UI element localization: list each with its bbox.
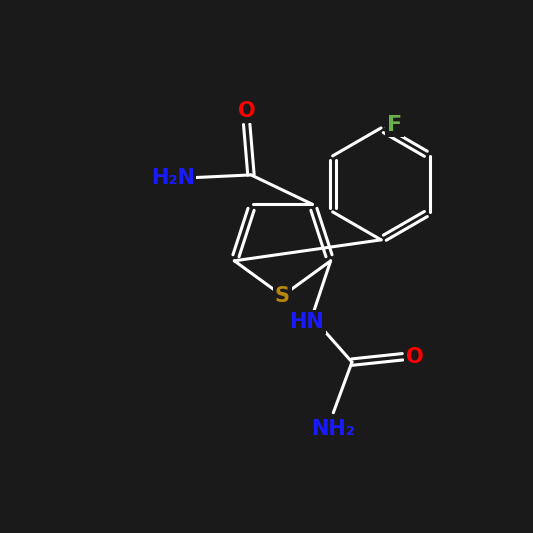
Text: NH₂: NH₂ bbox=[311, 419, 356, 439]
Text: S: S bbox=[275, 286, 290, 306]
Text: HN: HN bbox=[289, 312, 324, 332]
Text: O: O bbox=[406, 347, 423, 367]
Text: H₂N: H₂N bbox=[151, 167, 195, 188]
Text: F: F bbox=[387, 115, 402, 135]
Text: O: O bbox=[238, 101, 255, 121]
